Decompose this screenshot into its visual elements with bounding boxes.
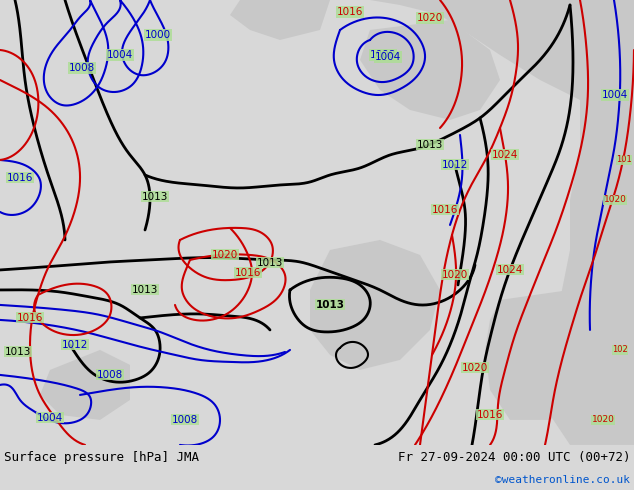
Text: 1016: 1016 xyxy=(432,205,458,215)
Polygon shape xyxy=(540,80,634,445)
Text: 1016: 1016 xyxy=(17,313,43,323)
Text: 1004: 1004 xyxy=(107,50,133,60)
Text: 1020: 1020 xyxy=(462,363,488,373)
Text: 1016: 1016 xyxy=(235,268,261,278)
Text: 1020: 1020 xyxy=(604,196,626,204)
Text: 1013: 1013 xyxy=(142,192,168,202)
Text: 1013: 1013 xyxy=(316,300,344,310)
Text: 1016: 1016 xyxy=(337,7,363,17)
Text: Fr 27-09-2024 00:00 UTC (00+72): Fr 27-09-2024 00:00 UTC (00+72) xyxy=(398,451,630,465)
Text: 1013: 1013 xyxy=(417,140,443,150)
Text: 1020: 1020 xyxy=(212,250,238,260)
Text: 1020: 1020 xyxy=(417,13,443,23)
Text: 1012: 1012 xyxy=(442,160,468,170)
Text: 1012: 1012 xyxy=(61,340,88,350)
Polygon shape xyxy=(310,0,634,130)
Text: 1004: 1004 xyxy=(602,90,628,100)
Text: 1020: 1020 xyxy=(442,270,468,280)
Text: 1016: 1016 xyxy=(7,173,33,183)
Text: 1004: 1004 xyxy=(375,52,401,62)
Text: 1024: 1024 xyxy=(492,150,518,160)
Polygon shape xyxy=(310,240,440,370)
Text: Surface pressure [hPa] JMA: Surface pressure [hPa] JMA xyxy=(4,451,199,465)
Text: 1008: 1008 xyxy=(97,370,123,380)
Text: 1013: 1013 xyxy=(5,347,31,357)
Text: 1024: 1024 xyxy=(497,265,523,275)
Text: 1008: 1008 xyxy=(370,50,396,60)
Text: 1013: 1013 xyxy=(132,285,158,295)
Polygon shape xyxy=(360,20,500,120)
Text: 101: 101 xyxy=(616,155,632,165)
Text: 1020: 1020 xyxy=(592,416,614,424)
Polygon shape xyxy=(40,350,130,420)
Text: ©weatheronline.co.uk: ©weatheronline.co.uk xyxy=(495,475,630,485)
Text: 1013: 1013 xyxy=(257,258,283,268)
Text: 1008: 1008 xyxy=(172,415,198,425)
Polygon shape xyxy=(230,0,330,40)
Text: 1016: 1016 xyxy=(477,410,503,420)
Text: 1000: 1000 xyxy=(145,30,171,40)
Text: 1004: 1004 xyxy=(37,413,63,423)
Text: 1008: 1008 xyxy=(69,63,95,73)
Polygon shape xyxy=(485,290,600,420)
Text: 102: 102 xyxy=(612,345,628,354)
